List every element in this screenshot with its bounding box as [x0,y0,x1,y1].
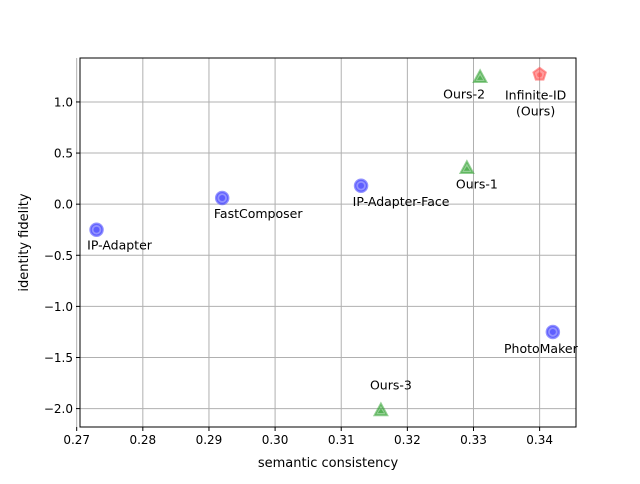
x-tick-label: 0.32 [394,433,421,447]
point-label: IP-Adapter [87,238,153,253]
y-tick-label: −1.5 [44,351,73,365]
point-label-line: Infinite-ID [505,87,566,102]
axis-ticks: 0.27 0.28 0.29 0.30 0.31 0.32 0.33 0.34 1.0 0.5 0.… [44,95,553,447]
point-label: Ours-1 [456,176,498,191]
point-labels: IP-Adapter FastComposer IP-Adapter-Face Pho… [87,86,578,392]
x-tick-label: 0.28 [129,433,156,447]
point-label: Ours-2 [443,86,485,101]
data-point-core [477,75,484,80]
y-tick-label: 0.0 [54,198,73,212]
point-label: PhotoMaker [504,341,579,356]
data-point-core [358,182,365,189]
data-point-core [219,195,226,202]
point-label-line: Ours-3 [370,378,412,393]
point-label: Infinite-ID (Ours) [505,87,566,118]
x-tick-label: 0.29 [196,433,223,447]
data-point-core [93,226,100,233]
data-point-core [463,166,470,171]
data-points [89,66,561,417]
plot-frame [79,57,577,428]
y-tick-label: −1.0 [44,300,73,314]
point-label-line: IP-Adapter-Face [353,194,450,209]
x-axis-label: semantic consistency [258,456,399,471]
point-label: FastComposer [214,206,303,221]
point-label: Ours-3 [370,378,412,393]
x-tick-label: 0.34 [526,433,553,447]
point-label: IP-Adapter-Face [353,194,450,209]
point-label-line: (Ours) [516,103,555,118]
y-axis-label: identity fidelity [17,193,32,291]
point-label-line: IP-Adapter [87,238,153,253]
data-point-core [377,408,384,414]
y-tick-label: 1.0 [54,95,73,109]
x-tick-label: 0.27 [63,433,90,447]
y-tick-label: −0.5 [44,249,73,263]
point-label-line: Ours-2 [443,86,485,101]
grid [76,58,576,427]
point-label-line: Ours-1 [456,176,498,191]
x-tick-label: 0.33 [460,433,487,447]
data-point-core [549,328,556,335]
data-point-core [537,72,543,78]
y-tick-label: 0.5 [54,147,73,161]
point-label-line: PhotoMaker [504,341,579,356]
y-tick-label: −2.0 [44,402,73,416]
x-tick-label: 0.30 [262,433,289,447]
x-tick-label: 0.31 [328,433,355,447]
point-label-line: FastComposer [214,206,303,221]
